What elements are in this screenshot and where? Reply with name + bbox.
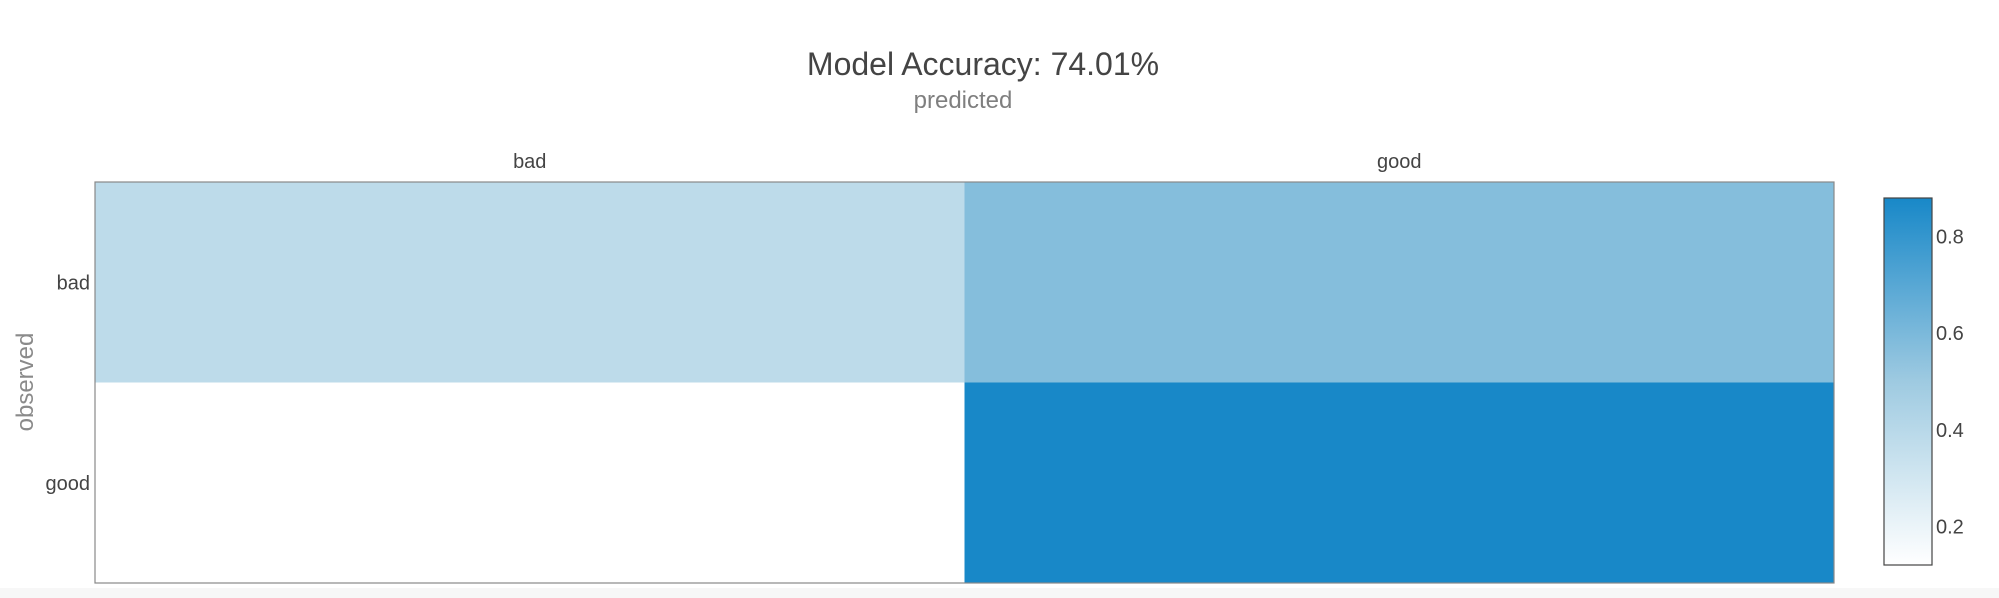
heatmap-cell-good-bad[interactable] — [95, 382, 965, 584]
colorbar-tick-label: 0.6 — [1936, 323, 1964, 345]
colorbar-tick-label: 0.8 — [1936, 227, 1964, 249]
heatmap-cell-bad-good[interactable] — [964, 182, 1835, 383]
y-axis-label: observed — [12, 333, 39, 432]
y-tick-label: good — [46, 473, 91, 495]
heatmap-cells — [95, 182, 1835, 584]
heatmap-cell-good-good[interactable] — [964, 382, 1835, 584]
page-bottom-strip — [0, 588, 1999, 598]
chart-title: Model Accuracy: 74.01% — [807, 46, 1159, 82]
y-tick-label: bad — [57, 272, 90, 294]
colorbar-ticks: 0.2 0.4 0.6 0.8 — [1936, 227, 1964, 539]
colorbar-tick-label: 0.4 — [1936, 420, 1964, 442]
colorbar-tick-label: 0.2 — [1936, 516, 1964, 538]
x-tick-label: good — [1377, 151, 1422, 173]
x-axis-ticks: bad good — [513, 151, 1421, 173]
heatmap-cell-bad-bad[interactable] — [95, 182, 965, 383]
x-axis-label: predicted — [914, 87, 1013, 114]
colorbar — [1883, 197, 1933, 566]
y-axis-ticks: bad good — [46, 272, 91, 495]
x-tick-label: bad — [513, 151, 546, 173]
plot-area-border — [94, 181, 1835, 584]
